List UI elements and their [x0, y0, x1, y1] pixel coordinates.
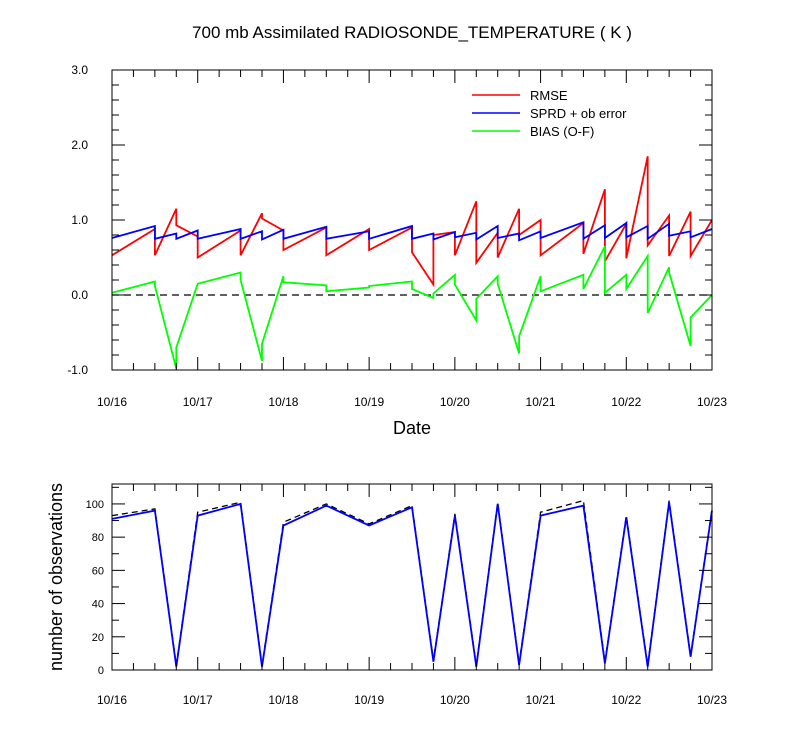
y-tick-label: 0.0: [71, 288, 88, 302]
x-tick-label: 10/20: [440, 693, 470, 707]
x-tick-label: 10/16: [97, 693, 127, 707]
x-tick-label: 10/19: [354, 395, 384, 409]
obs-series-line-possible: [112, 501, 712, 665]
x-tick-label: 10/22: [611, 693, 641, 707]
y-tick-label: 40: [92, 599, 104, 611]
x-tick-label: 10/19: [354, 693, 384, 707]
y-tick-label: 20: [92, 632, 104, 644]
y-tick-label: 2.0: [71, 138, 88, 152]
legend-label-bias: BIAS (O-F): [530, 124, 594, 139]
x-tick-label: 10/20: [440, 395, 470, 409]
legend-label-sprd: SPRD + ob error: [530, 106, 627, 121]
y-tick-label: 80: [92, 532, 104, 544]
y-tick-label: 1.0: [71, 213, 88, 227]
x-tick-label: 10/21: [526, 395, 556, 409]
y-axis-title-observations: number of observations: [46, 483, 66, 671]
x-tick-label: 10/16: [97, 395, 127, 409]
x-tick-label: 10/17: [183, 693, 213, 707]
y-tick-label: 0: [98, 665, 104, 677]
y-tick-label: 100: [86, 499, 104, 511]
legend: RMSE SPRD + ob error BIAS (O-F): [472, 88, 627, 139]
x-tick-label: 10/18: [268, 395, 298, 409]
bottom-panel: 10/16 10/17 10/18 10/19 10/20 10/21 10/22 10/23…: [86, 484, 728, 707]
top-panel: 10/16 10/17 10/18 10/19 10/20 10/21 10/22 10/23…: [67, 63, 727, 409]
y-tick-label: 3.0: [71, 63, 88, 77]
x-tick-label: 10/21: [526, 693, 556, 707]
y-tick-label: 60: [92, 565, 104, 577]
x-tick-label: 10/22: [611, 395, 641, 409]
series-line-bias-o-f: [112, 246, 712, 368]
x-axis-title: Date: [393, 418, 431, 438]
x-tick-label: 10/23: [697, 395, 727, 409]
series-line-rmse: [112, 156, 712, 284]
y-tick-label: -1.0: [67, 363, 88, 377]
x-tick-label: 10/17: [183, 395, 213, 409]
obs-series-line-assimilated: [112, 502, 712, 666]
chart-title: 700 mb Assimilated RADIOSONDE_TEMPERATUR…: [192, 23, 632, 42]
x-tick-label: 10/23: [697, 693, 727, 707]
x-tick-label: 10/18: [268, 693, 298, 707]
legend-label-rmse: RMSE: [530, 88, 568, 103]
figure: 700 mb Assimilated RADIOSONDE_TEMPERATUR…: [0, 0, 800, 750]
